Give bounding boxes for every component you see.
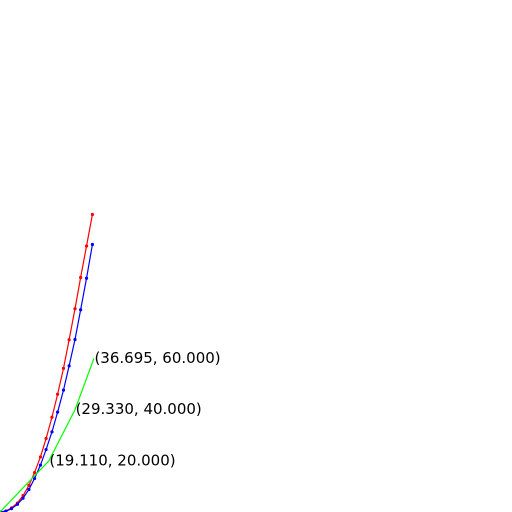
data-point: [90, 242, 95, 247]
data-point: [32, 476, 37, 481]
annotation-layer: (19.110, 20.000) (29.330, 40.000) (36.695,…: [49, 349, 220, 469]
data-point: [73, 337, 77, 342]
data-point: [44, 436, 48, 441]
data-point: [61, 366, 66, 370]
point-annotation: (36.695, 60.000): [94, 349, 220, 367]
data-point: [67, 338, 71, 342]
point-annotation: (19.110, 20.000): [49, 451, 175, 469]
data-point: [27, 487, 31, 492]
data-point: [9, 507, 14, 511]
data-point: [15, 502, 20, 506]
data-point: [44, 447, 48, 452]
series-line: [0, 244, 94, 512]
data-point: [84, 276, 89, 280]
series-1: [0, 242, 95, 512]
data-point: [90, 212, 95, 217]
data-point: [27, 483, 31, 487]
data-point: [32, 470, 37, 475]
data-point: [56, 410, 60, 414]
data-point: [38, 463, 43, 467]
data-point: [56, 392, 60, 396]
data-point: [50, 430, 54, 434]
data-point: [4, 509, 8, 512]
data-point: [79, 308, 83, 312]
data-point: [21, 496, 25, 500]
data-point: [67, 364, 71, 368]
data-point: [61, 388, 66, 392]
series-layer: [0, 212, 95, 512]
series-line: [0, 358, 95, 512]
data-point: [84, 244, 89, 248]
series-2: [0, 358, 95, 512]
data-point: [50, 415, 54, 419]
data-point: [79, 275, 83, 280]
point-annotation: (29.330, 40.000): [76, 400, 202, 418]
data-point: [38, 455, 43, 459]
data-point: [73, 307, 77, 311]
